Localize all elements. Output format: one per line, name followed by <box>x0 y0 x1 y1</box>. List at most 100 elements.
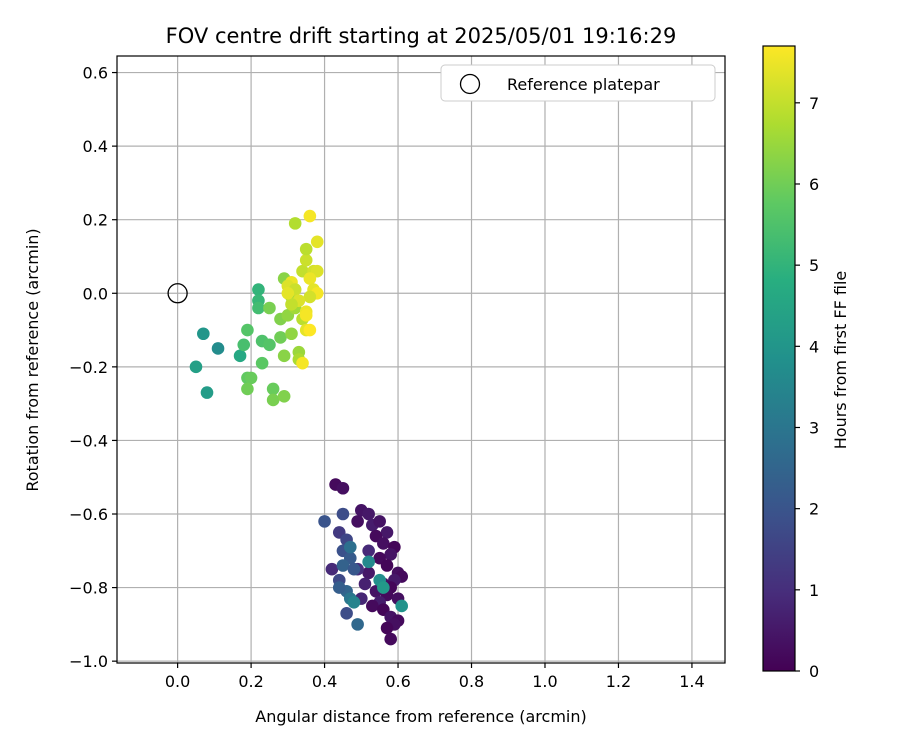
data-point <box>347 562 361 576</box>
data-point <box>241 323 254 337</box>
x-tick-label: 0.4 <box>312 672 337 691</box>
data-point <box>343 540 357 554</box>
colorbar-tick-label: 0 <box>809 662 819 681</box>
data-point <box>351 618 364 631</box>
data-point <box>252 283 265 296</box>
data-point <box>340 607 353 620</box>
data-point <box>351 515 364 528</box>
data-point <box>362 544 375 558</box>
colorbar-tick-label: 6 <box>809 175 819 194</box>
data-point <box>263 301 276 315</box>
data-point <box>380 621 394 635</box>
x-tick-label: 1.4 <box>679 672 704 691</box>
y-tick-label: 0.4 <box>83 137 108 156</box>
data-point <box>285 298 298 311</box>
data-point <box>252 301 265 315</box>
y-tick-label: −0.2 <box>69 358 108 377</box>
data-point <box>211 342 225 355</box>
data-point <box>197 327 210 341</box>
y-tick-label: 0.0 <box>83 284 108 303</box>
data-points <box>189 209 409 646</box>
data-point <box>303 272 317 285</box>
data-point <box>299 253 313 267</box>
data-point <box>274 331 287 344</box>
x-tick-label: 0.2 <box>238 672 263 691</box>
y-tick-label: −1.0 <box>69 652 108 671</box>
data-point <box>325 562 339 576</box>
legend: Reference platepar <box>440 64 716 102</box>
data-point <box>358 577 372 591</box>
x-axis-ticks: 0.0 0.2 0.4 0.6 0.8 1.0 1.2 1.4 <box>165 663 705 691</box>
data-point <box>395 599 409 613</box>
data-point <box>263 338 276 352</box>
x-axis-label: Angular distance from reference (arcmin) <box>255 707 586 726</box>
y-tick-label: −0.6 <box>69 505 108 524</box>
data-point <box>336 481 350 495</box>
data-point <box>377 581 390 594</box>
data-point <box>200 386 214 399</box>
data-point <box>266 382 280 396</box>
data-point <box>377 537 390 550</box>
colorbar-tick-label: 3 <box>809 418 819 437</box>
plot-frame <box>116 55 726 664</box>
reference-marker <box>167 283 188 304</box>
colorbar: 0 1 2 3 4 5 6 7 Hours from first FF file <box>762 45 850 681</box>
colorbar-ticks: 0 1 2 3 4 5 6 7 <box>795 94 819 681</box>
x-tick-label: 1.0 <box>532 672 557 691</box>
grid-lines <box>117 56 725 663</box>
data-point <box>233 349 247 363</box>
y-tick-label: −0.8 <box>69 579 108 598</box>
data-point <box>362 555 375 569</box>
legend-label: Reference platepar <box>507 75 660 94</box>
data-point <box>296 356 309 370</box>
y-axis-ticks: 0.6 0.4 0.2 0.0 −0.2 −0.4 −0.6 −0.8 −1.0 <box>69 64 117 671</box>
legend-box <box>440 64 716 102</box>
data-point <box>285 327 298 341</box>
x-tick-label: 0.6 <box>385 672 410 691</box>
data-point <box>362 507 375 521</box>
data-point <box>237 338 251 352</box>
data-point <box>347 596 361 609</box>
data-point <box>332 581 346 594</box>
data-point <box>303 209 317 223</box>
data-point <box>281 286 295 300</box>
data-point <box>299 309 313 322</box>
y-tick-label: 0.2 <box>83 211 108 230</box>
colorbar-tick-label: 1 <box>809 581 819 600</box>
data-point <box>384 632 397 646</box>
data-point <box>277 349 291 363</box>
data-point <box>266 393 280 407</box>
data-point <box>299 242 313 256</box>
data-point <box>310 235 324 249</box>
colorbar-tick-label: 7 <box>809 94 819 113</box>
colorbar-frame <box>762 45 796 672</box>
colorbar-tick-label: 5 <box>809 256 819 275</box>
colorbar-tick-label: 4 <box>809 337 819 356</box>
data-point <box>384 548 397 561</box>
legend-open-circle-icon <box>459 73 481 95</box>
x-tick-label: 0.8 <box>459 672 484 691</box>
y-tick-label: −0.4 <box>69 431 108 450</box>
data-point <box>189 360 203 374</box>
y-tick-label: 0.6 <box>83 64 108 83</box>
data-point <box>303 323 317 337</box>
data-point <box>288 217 302 230</box>
data-point <box>244 371 258 385</box>
data-point <box>318 515 331 528</box>
data-point <box>373 515 386 528</box>
data-point <box>366 599 379 613</box>
x-tick-label: 1.2 <box>606 672 631 691</box>
colorbar-label: Hours from first FF file <box>831 271 850 450</box>
data-point <box>241 382 254 396</box>
chart-title: FOV centre drift starting at 2025/05/01 … <box>166 24 677 48</box>
data-point <box>255 356 269 370</box>
y-axis-label: Rotation from reference (arcmin) <box>23 228 42 491</box>
data-point <box>336 559 350 572</box>
colorbar-tick-label: 2 <box>809 500 819 519</box>
x-tick-label: 0.0 <box>165 672 190 691</box>
data-point <box>362 566 375 580</box>
data-point <box>277 389 291 403</box>
data-point <box>380 559 394 572</box>
reference-platepar-marker <box>167 283 188 304</box>
